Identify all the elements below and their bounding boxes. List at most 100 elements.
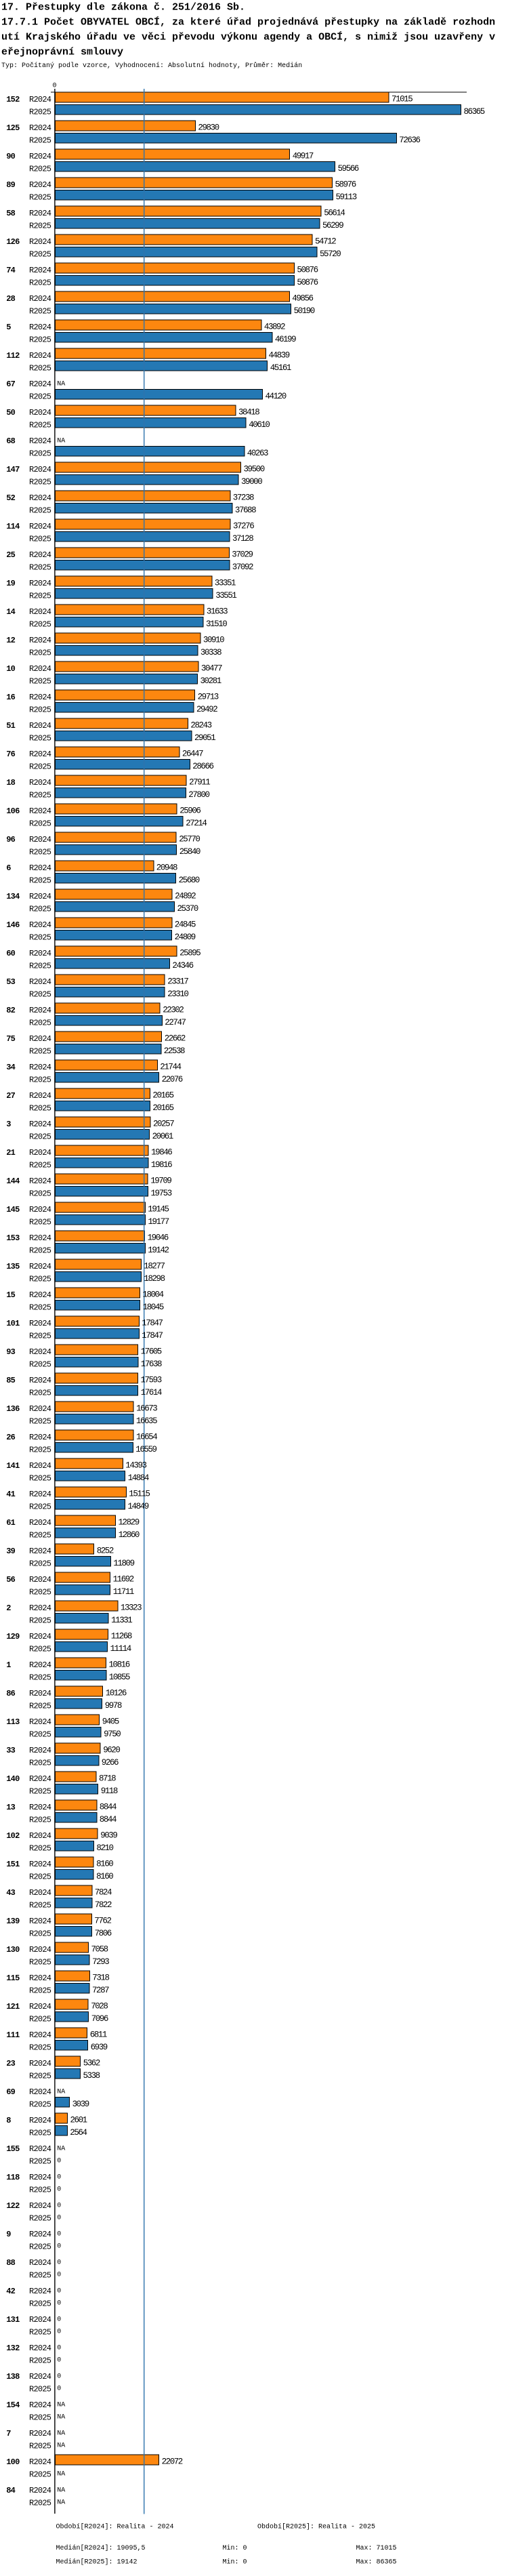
svg-text:9: 9 (6, 2230, 11, 2239)
svg-text:R2024: R2024 (29, 2372, 51, 2381)
svg-text:R2024: R2024 (29, 835, 51, 844)
svg-text:R2024: R2024 (29, 2201, 51, 2211)
svg-text:R2025: R2025 (29, 1160, 51, 1170)
svg-text:7762: 7762 (94, 1917, 111, 1926)
svg-text:0: 0 (57, 2243, 61, 2251)
svg-text:R2024: R2024 (29, 1205, 51, 1214)
svg-text:R2025: R2025 (29, 221, 51, 230)
svg-text:R2025: R2025 (29, 1587, 51, 1597)
svg-text:NA: NA (57, 2414, 65, 2421)
svg-text:49856: 49856 (292, 294, 313, 304)
svg-text:R2025: R2025 (29, 1388, 51, 1397)
svg-text:R2025: R2025 (29, 904, 51, 914)
svg-text:R2025: R2025 (29, 1957, 51, 1967)
svg-text:R2025: R2025 (29, 1445, 51, 1454)
svg-text:R2025: R2025 (29, 790, 51, 800)
svg-text:18045: 18045 (143, 1303, 164, 1312)
svg-text:7058: 7058 (91, 1945, 108, 1955)
svg-text:7806: 7806 (95, 1929, 112, 1938)
svg-text:R2025: R2025 (29, 1246, 51, 1255)
svg-text:11711: 11711 (113, 1587, 134, 1597)
svg-text:146: 146 (6, 920, 20, 930)
svg-text:34: 34 (6, 1063, 15, 1072)
svg-text:37128: 37128 (232, 534, 253, 544)
svg-text:37029: 37029 (232, 550, 253, 560)
svg-text:22747: 22747 (165, 1018, 186, 1027)
svg-text:R2025: R2025 (29, 2213, 51, 2223)
svg-text:0: 0 (57, 2158, 61, 2165)
svg-text:55720: 55720 (320, 249, 341, 259)
svg-text:R2024: R2024 (29, 579, 51, 588)
svg-text:7028: 7028 (91, 2002, 108, 2011)
svg-text:152: 152 (6, 95, 20, 104)
svg-text:R2024: R2024 (29, 977, 51, 987)
svg-text:R2024: R2024 (29, 949, 51, 958)
svg-text:20165: 20165 (152, 1103, 173, 1113)
svg-text:27800: 27800 (188, 790, 209, 800)
svg-text:21: 21 (6, 1148, 15, 1158)
svg-text:131: 131 (6, 2315, 20, 2325)
svg-text:R2024: R2024 (29, 1006, 51, 1015)
svg-text:R2024: R2024 (29, 892, 51, 901)
svg-text:5338: 5338 (83, 2071, 100, 2081)
svg-text:R2024: R2024 (29, 1490, 51, 1499)
svg-text:46199: 46199 (275, 335, 296, 344)
svg-text:0: 0 (57, 2272, 61, 2279)
svg-text:24346: 24346 (172, 961, 193, 970)
svg-text:3: 3 (6, 1120, 11, 1129)
svg-text:18298: 18298 (144, 1274, 165, 1284)
svg-text:NA: NA (57, 2401, 65, 2409)
svg-text:R2025: R2025 (29, 1673, 51, 1682)
svg-text:0: 0 (57, 2344, 61, 2352)
svg-text:16559: 16559 (135, 1445, 156, 1454)
svg-text:5362: 5362 (83, 2059, 100, 2068)
svg-text:R2025: R2025 (29, 1986, 51, 1995)
svg-text:129: 129 (6, 1632, 20, 1641)
svg-text:R2025: R2025 (29, 2156, 51, 2166)
svg-text:7822: 7822 (95, 1900, 112, 1910)
svg-text:Typ: Počítaný podle vzorce, Vy: Typ: Počítaný podle vzorce, Vyhodnocení:… (1, 61, 302, 70)
svg-text:82: 82 (6, 1006, 15, 1015)
svg-text:17614: 17614 (141, 1388, 162, 1397)
svg-text:58: 58 (6, 209, 15, 218)
svg-text:126: 126 (6, 237, 20, 247)
svg-text:0: 0 (57, 2215, 61, 2222)
svg-text:28666: 28666 (192, 762, 213, 771)
svg-text:R2025: R2025 (29, 2270, 51, 2280)
svg-text:115: 115 (6, 1974, 20, 1983)
svg-text:25895: 25895 (179, 949, 200, 958)
svg-text:31633: 31633 (207, 607, 228, 617)
svg-text:9039: 9039 (100, 1831, 117, 1841)
svg-text:R2024: R2024 (29, 1063, 51, 1072)
svg-text:R2025: R2025 (29, 2384, 51, 2394)
svg-text:2601: 2601 (70, 2116, 87, 2125)
svg-text:144: 144 (6, 1177, 20, 1186)
svg-text:R2024: R2024 (29, 522, 51, 531)
svg-text:7318: 7318 (92, 1974, 109, 1983)
svg-text:9620: 9620 (103, 1746, 120, 1755)
svg-text:Min: 0: Min: 0 (223, 2544, 247, 2552)
svg-text:25840: 25840 (179, 847, 200, 857)
svg-text:R2024: R2024 (29, 2116, 51, 2125)
svg-text:NA: NA (57, 437, 65, 445)
svg-text:R2024: R2024 (29, 664, 51, 674)
svg-text:R2024: R2024 (29, 2059, 51, 2068)
svg-text:R2025: R2025 (29, 1502, 51, 1511)
svg-text:0: 0 (57, 2202, 61, 2209)
svg-text:R2024: R2024 (29, 1148, 51, 1158)
svg-text:71015: 71015 (391, 95, 412, 104)
svg-text:R2024: R2024 (29, 2002, 51, 2011)
svg-text:15115: 15115 (129, 1490, 150, 1499)
svg-text:R2024: R2024 (29, 436, 51, 446)
svg-text:R2024: R2024 (29, 1262, 51, 1271)
svg-text:R2024: R2024 (29, 1319, 51, 1328)
svg-text:R2025: R2025 (29, 1644, 51, 1654)
svg-text:41: 41 (6, 1490, 15, 1499)
svg-text:R2025: R2025 (29, 961, 51, 970)
svg-text:R2025: R2025 (29, 2071, 51, 2081)
svg-text:R2025: R2025 (29, 933, 51, 942)
svg-text:11809: 11809 (113, 1559, 134, 1568)
svg-text:Období[R2025]: Realita - 2025: Období[R2025]: Realita - 2025 (257, 2523, 375, 2531)
svg-text:96: 96 (6, 835, 15, 844)
svg-text:25770: 25770 (179, 835, 200, 844)
